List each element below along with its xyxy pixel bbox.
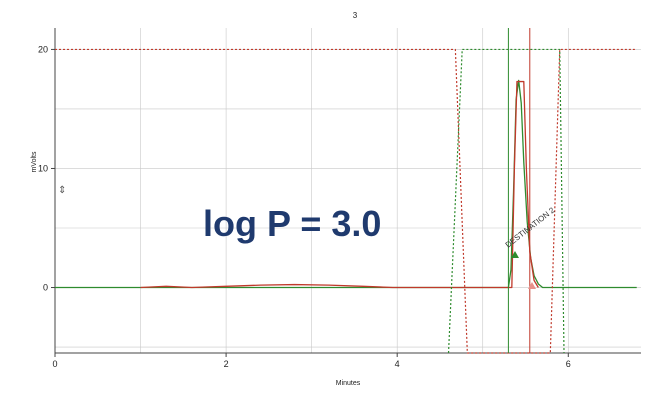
chart-title: 3 bbox=[353, 11, 358, 20]
grid-layer bbox=[54, 28, 641, 353]
y-tick-label: 20 bbox=[38, 44, 48, 54]
x-tick-label: 6 bbox=[566, 359, 571, 369]
x-tick-label: 2 bbox=[224, 359, 229, 369]
y-tick-label: 0 bbox=[43, 283, 48, 293]
series-trace-1 bbox=[55, 79, 637, 289]
peak-markers: ⇕ bbox=[58, 185, 536, 289]
series-trace-2 bbox=[140, 80, 539, 289]
end-marker-icon bbox=[528, 282, 536, 289]
y-tick-label: 10 bbox=[38, 163, 48, 173]
series-layer bbox=[55, 48, 637, 354]
axis-layer: 0 2 4 6 0 10 20 bbox=[38, 28, 641, 369]
y-axis-title: mVolts bbox=[31, 151, 38, 173]
start-marker-icon bbox=[511, 251, 519, 258]
series-trace-4 bbox=[447, 48, 565, 354]
x-axis-title: Minutes bbox=[336, 380, 361, 387]
baseline-marker-icon: ⇕ bbox=[58, 185, 66, 196]
marker-layer bbox=[507, 28, 531, 353]
log-p-label: log P = 3.0 bbox=[203, 203, 381, 244]
x-tick-label: 4 bbox=[395, 359, 400, 369]
series-trace-3 bbox=[55, 48, 637, 354]
x-tick-label: 0 bbox=[52, 359, 57, 369]
